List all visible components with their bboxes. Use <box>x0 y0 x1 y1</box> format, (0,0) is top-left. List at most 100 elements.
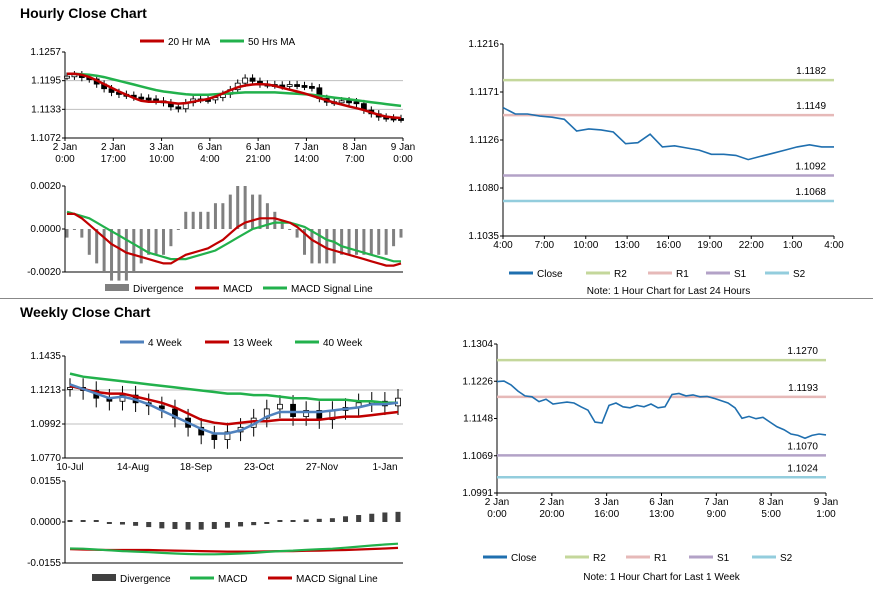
hourly-divergence-bar <box>72 229 76 230</box>
weekly-w4-line <box>69 383 399 435</box>
weekly-legend-40week-label: 40 Week <box>323 338 363 349</box>
hourly-levels-s1-label: 1.1092 <box>795 162 826 173</box>
weekly-price-tick-label: 1.1435 <box>30 351 61 362</box>
weekly-candle-body <box>211 434 218 440</box>
hourly-divergence-bar <box>258 194 262 229</box>
weekly-w13-line <box>69 384 399 426</box>
hourly-divergence-bar <box>325 229 329 264</box>
weekly-divergence-bar <box>172 522 178 529</box>
hourly-divergence-bar <box>184 211 188 229</box>
hourly-divergence-bar <box>280 220 284 229</box>
hourly-candle-body <box>398 118 404 121</box>
hourly-legend-ma50-label: 50 Hrs MA <box>248 37 296 48</box>
hourly-levels-r1-label: 1.1149 <box>796 101 826 112</box>
hourly-price-x-tick-label: 7:00 <box>345 154 365 165</box>
hourly-price-x-tick-label: 6 Jan <box>198 142 222 153</box>
weekly-price-tick-label: 1.0992 <box>30 419 61 430</box>
hourly-candle-body <box>242 77 249 84</box>
weekly-candle-body <box>172 408 178 419</box>
weekly-divergence-bar <box>119 522 125 525</box>
weekly-divergence-bar <box>133 522 139 526</box>
hourly-divergence-bar <box>243 186 247 229</box>
weekly-levels-x-tick-label: 13:00 <box>649 509 674 520</box>
hourly-divergence-bar <box>191 211 195 229</box>
hourly-divergence-bar <box>213 203 217 229</box>
hourly-ma20-line <box>67 72 402 120</box>
hourly-divergence-bar <box>110 229 114 281</box>
weekly-divergence-bar <box>93 520 99 522</box>
hourly-levels-close-line <box>502 106 834 161</box>
weekly-macd-tick-label: 0.0000 <box>30 517 61 528</box>
hourly-divergence-bar <box>206 211 210 229</box>
hourly-legend-signal-label: MACD Signal Line <box>291 284 373 295</box>
weekly-levels-legend-s2-label: S2 <box>780 553 793 564</box>
hourly-divergence-bar <box>399 229 403 238</box>
weekly-levels-legend-r1-label: R1 <box>654 553 667 564</box>
hourly-price-x-tick-label: 3 Jan <box>149 142 173 153</box>
weekly-levels-x-tick-label: 1:00 <box>816 509 836 520</box>
weekly-divergence-bar <box>290 520 296 522</box>
hourly-section-title: Hourly Close Chart <box>20 5 147 21</box>
weekly-levels-tick-label: 1.1148 <box>463 414 493 425</box>
hourly-price-tick-label: 1.1257 <box>30 47 61 58</box>
hourly-divergence-bar <box>199 211 203 229</box>
weekly-divergence-bar <box>146 522 152 528</box>
hourly-levels-x-tick-label: 16:00 <box>656 240 681 251</box>
hourly-levels-note: Note: 1 Hour Chart for Last 24 Hours <box>587 286 750 297</box>
weekly-levels-x-tick-label: 7 Jan <box>704 497 728 508</box>
weekly-candle-body <box>263 408 270 419</box>
hourly-divergence-bar <box>251 194 255 229</box>
hourly-levels-legend-close-label: Close <box>537 269 563 280</box>
hourly-divergence-bar <box>117 229 121 281</box>
weekly-divergence-bar <box>251 522 257 526</box>
hourly-divergence-bar <box>392 229 396 247</box>
hourly-levels-x-tick-label: 10:00 <box>573 240 598 251</box>
weekly-price-x-tick-label: 27-Nov <box>306 462 338 473</box>
weekly-levels-tick-label: 1.1069 <box>462 451 493 462</box>
hourly-divergence-bar <box>362 229 366 255</box>
weekly-levels-note: Note: 1 Hour Chart for Last 1 Week <box>583 572 741 583</box>
hourly-divergence-bar <box>265 203 269 229</box>
hourly-candle-body <box>309 86 315 89</box>
weekly-levels-s1-label: 1.1070 <box>787 441 818 452</box>
weekly-levels-r2-label: 1.1270 <box>787 346 818 357</box>
weekly-legend-13week-label: 13 Week <box>233 338 273 349</box>
hourly-legend-macd-label: MACD <box>223 284 252 295</box>
weekly-levels-x-tick-label: 2 Jan <box>540 497 564 508</box>
hourly-candle-body <box>286 84 293 87</box>
hourly-candle-body <box>294 84 300 87</box>
hourly-price-x-tick-label: 2 Jan <box>101 142 125 153</box>
hourly-levels-x-tick-label: 13:00 <box>615 240 640 251</box>
weekly-signal-line <box>69 546 399 553</box>
weekly-levels-x-tick-label: 9:00 <box>707 509 727 520</box>
weekly-divergence-bar <box>382 512 388 522</box>
hourly-price-x-tick-label: 6 Jan <box>246 142 270 153</box>
hourly-signal-line <box>66 210 401 263</box>
weekly-price-x-tick-label: 14-Aug <box>117 462 149 473</box>
hourly-divergence-bar <box>102 229 106 272</box>
hourly-macd-tick-label: 0.0020 <box>30 181 61 192</box>
weekly-divergence-bar <box>67 520 73 522</box>
hourly-divergence-bar <box>228 194 232 229</box>
weekly-legend-divergence-label: Divergence <box>120 574 171 585</box>
hourly-price-x-tick-label: 0:00 <box>55 154 75 165</box>
hourly-divergence-bar <box>161 229 165 255</box>
hourly-divergence-bar <box>154 229 158 255</box>
hourly-price-tick-label: 1.1133 <box>31 104 61 115</box>
hourly-divergence-bar <box>65 229 69 238</box>
weekly-divergence-bar <box>198 522 204 530</box>
hourly-price-x-tick-label: 17:00 <box>101 154 126 165</box>
hourly-levels-tick-label: 1.1171 <box>469 87 499 98</box>
hourly-legend-divergence-swatch <box>105 284 129 291</box>
weekly-levels-x-tick-label: 6 Jan <box>649 497 673 508</box>
hourly-price-x-tick-label: 10:00 <box>149 154 174 165</box>
weekly-levels-x-tick-label: 8 Jan <box>759 497 783 508</box>
hourly-candle-body <box>338 100 345 104</box>
weekly-candle-body <box>198 426 205 436</box>
weekly-levels-x-tick-label: 16:00 <box>594 509 619 520</box>
weekly-levels-close-line <box>496 380 827 440</box>
hourly-candle-body <box>353 101 360 105</box>
hourly-divergence-bar <box>132 229 136 272</box>
weekly-levels-x-tick-label: 3 Jan <box>594 497 618 508</box>
